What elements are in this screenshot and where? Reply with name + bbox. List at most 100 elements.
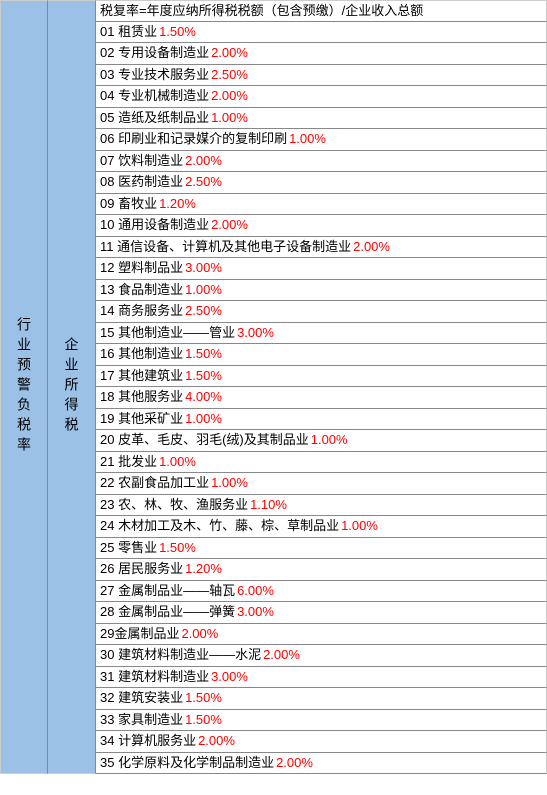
table-row: 15 其他制造业——管业 3.00% <box>96 323 547 345</box>
rate-value: 2.00% <box>198 732 235 750</box>
table-row: 29金属制品业 2.00% <box>96 624 547 646</box>
rate-value: 2.00% <box>211 216 248 234</box>
rate-value: 3.00% <box>211 668 248 686</box>
tax-type-column: 企业所得税 <box>48 0 96 774</box>
rate-value: 2.00% <box>276 754 313 772</box>
tax-rate-table: 行业预警负税率 企业所得税 税复率=年度应纳所得税税额（包含预缴）/企业收入总额… <box>0 0 547 774</box>
formula-row: 税复率=年度应纳所得税税额（包含预缴）/企业收入总额 <box>96 0 547 22</box>
industry-label: 11 通信设备、计算机及其他电子设备制造业 <box>100 238 351 256</box>
industry-label: 34 计算机服务业 <box>100 732 196 750</box>
industry-label: 26 居民服务业 <box>100 560 183 578</box>
industry-label: 15 其他制造业——管业 <box>100 324 235 342</box>
industry-label: 04 专业机械制造业 <box>100 87 209 105</box>
industry-label: 21 批发业 <box>100 453 157 471</box>
rate-value: 4.00% <box>185 388 222 406</box>
rate-value: 1.50% <box>185 689 222 707</box>
rate-value: 1.00% <box>341 517 378 535</box>
industry-label: 10 通用设备制造业 <box>100 216 209 234</box>
table-row: 10 通用设备制造业 2.00% <box>96 215 547 237</box>
table-row: 16 其他制造业 1.50% <box>96 344 547 366</box>
table-row: 26 居民服务业 1.20% <box>96 559 547 581</box>
industry-label: 08 医药制造业 <box>100 173 183 191</box>
rate-value: 1.50% <box>185 345 222 363</box>
rate-value: 1.00% <box>185 410 222 428</box>
table-row: 11 通信设备、计算机及其他电子设备制造业 2.00% <box>96 237 547 259</box>
industry-label: 28 金属制品业——弹簧 <box>100 603 235 621</box>
industry-label: 23 农、林、牧、渔服务业 <box>100 496 248 514</box>
industry-label: 27 金属制品业——轴瓦 <box>100 582 235 600</box>
industry-label: 13 食品制造业 <box>100 281 183 299</box>
table-row: 14 商务服务业 2.50% <box>96 301 547 323</box>
rate-value: 2.00% <box>211 87 248 105</box>
table-row: 31 建筑材料制造业 3.00% <box>96 667 547 689</box>
table-row: 08 医药制造业 2.50% <box>96 172 547 194</box>
industry-label: 09 畜牧业 <box>100 195 157 213</box>
rate-value: 1.20% <box>185 560 222 578</box>
tax-type-label: 企业所得税 <box>62 337 82 437</box>
rate-value: 2.50% <box>185 302 222 320</box>
industry-label: 14 商务服务业 <box>100 302 183 320</box>
rate-value: 2.00% <box>181 625 218 643</box>
rate-value: 1.00% <box>289 130 326 148</box>
table-row: 34 计算机服务业 2.00% <box>96 731 547 753</box>
table-row: 23 农、林、牧、渔服务业 1.10% <box>96 495 547 517</box>
table-row: 24 木材加工及木、竹、藤、棕、草制品业 1.00% <box>96 516 547 538</box>
industry-label: 01 租赁业 <box>100 23 157 41</box>
table-row: 04 专业机械制造业 2.00% <box>96 86 547 108</box>
rate-value: 1.00% <box>159 453 196 471</box>
industry-label: 22 农副食品加工业 <box>100 474 209 492</box>
industry-label: 31 建筑材料制造业 <box>100 668 209 686</box>
industry-label: 35 化学原料及化学制品制造业 <box>100 754 274 772</box>
rate-value: 3.00% <box>237 324 274 342</box>
rate-value: 3.00% <box>237 603 274 621</box>
formula-text: 税复率=年度应纳所得税税额（包含预缴）/企业收入总额 <box>100 2 423 20</box>
table-row: 32 建筑安装业 1.50% <box>96 688 547 710</box>
rate-value: 6.00% <box>237 582 274 600</box>
industry-label: 30 建筑材料制造业——水泥 <box>100 646 261 664</box>
industry-label: 32 建筑安装业 <box>100 689 183 707</box>
table-row: 25 零售业 1.50% <box>96 538 547 560</box>
rate-value: 1.10% <box>250 496 287 514</box>
rate-value: 2.00% <box>263 646 300 664</box>
table-row: 28 金属制品业——弹簧 3.00% <box>96 602 547 624</box>
rate-value: 1.50% <box>185 367 222 385</box>
industry-label: 07 饮料制造业 <box>100 152 183 170</box>
rate-value: 1.00% <box>211 474 248 492</box>
industry-label: 29金属制品业 <box>100 625 179 643</box>
table-row: 33 家具制造业 1.50% <box>96 710 547 732</box>
rate-value: 1.00% <box>211 109 248 127</box>
table-row: 21 批发业 1.00% <box>96 452 547 474</box>
rate-value: 1.00% <box>311 431 348 449</box>
industry-label: 03 专业技术服务业 <box>100 66 209 84</box>
table-row: 20 皮革、毛皮、羽毛(绒)及其制品业 1.00% <box>96 430 547 452</box>
table-row: 17 其他建筑业 1.50% <box>96 366 547 388</box>
rate-value: 2.00% <box>353 238 390 256</box>
rate-value: 1.50% <box>185 711 222 729</box>
table-row: 12 塑料制品业 3.00% <box>96 258 547 280</box>
table-row: 02 专用设备制造业 2.00% <box>96 43 547 65</box>
category-column: 行业预警负税率 <box>0 0 48 774</box>
industry-label: 17 其他建筑业 <box>100 367 183 385</box>
industry-label: 12 塑料制品业 <box>100 259 183 277</box>
industry-label: 20 皮革、毛皮、羽毛(绒)及其制品业 <box>100 431 309 449</box>
industry-label: 19 其他采矿业 <box>100 410 183 428</box>
rate-value: 2.50% <box>185 173 222 191</box>
rate-value: 1.20% <box>159 195 196 213</box>
rate-value: 1.50% <box>159 23 196 41</box>
table-row: 07 饮料制造业 2.00% <box>96 151 547 173</box>
data-column: 税复率=年度应纳所得税税额（包含预缴）/企业收入总额 01 租赁业 1.50%0… <box>96 0 547 774</box>
table-row: 18 其他服务业 4.00% <box>96 387 547 409</box>
industry-label: 06 印刷业和记录媒介的复制印刷 <box>100 130 287 148</box>
rate-value: 1.00% <box>185 281 222 299</box>
table-row: 06 印刷业和记录媒介的复制印刷 1.00% <box>96 129 547 151</box>
table-row: 13 食品制造业 1.00% <box>96 280 547 302</box>
rate-value: 2.50% <box>211 66 248 84</box>
industry-label: 05 造纸及纸制品业 <box>100 109 209 127</box>
category-label: 行业预警负税率 <box>14 317 34 457</box>
table-row: 05 造纸及纸制品业 1.00% <box>96 108 547 130</box>
table-row: 19 其他采矿业 1.00% <box>96 409 547 431</box>
table-row: 09 畜牧业 1.20% <box>96 194 547 216</box>
table-row: 27 金属制品业——轴瓦 6.00% <box>96 581 547 603</box>
table-row: 01 租赁业 1.50% <box>96 22 547 44</box>
rate-value: 1.50% <box>159 539 196 557</box>
